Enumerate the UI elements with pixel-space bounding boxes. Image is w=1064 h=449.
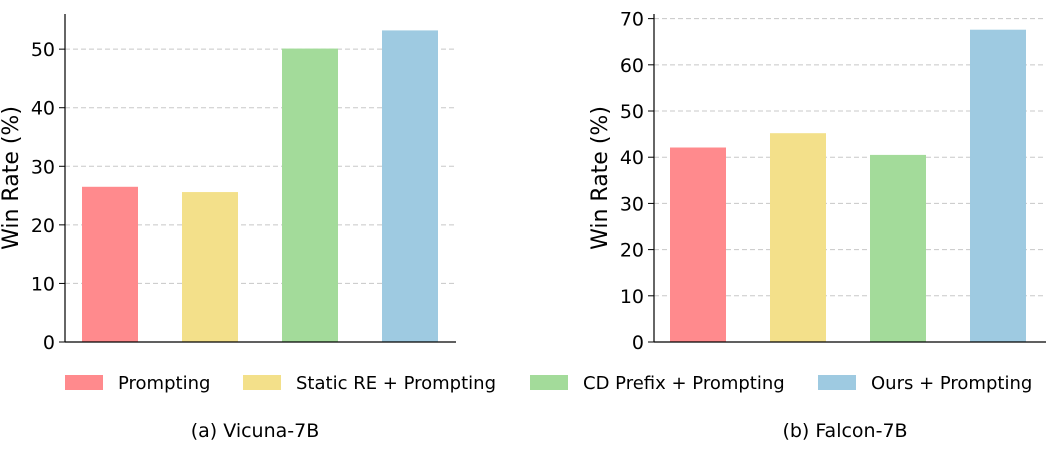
chart-panel-vicuna: 0 10 20 30 40 50 Win Rate (%) [0,14,456,354]
chart-legend: Prompting Static RE + Prompting CD Prefix … [65,373,1032,394]
bar-cd-prefix-prompting [282,48,338,343]
y-tick-label: 50 [31,39,55,61]
y-tick-label: 20 [620,240,644,262]
y-tick-label: 20 [31,215,55,237]
legend-label-ours-prompting: Ours + Prompting [871,373,1032,394]
legend-swatch-prompting [65,375,103,390]
y-tick-label: 10 [620,286,644,308]
y-tick-label: 70 [620,9,644,31]
y-tick-label: 60 [620,55,644,77]
y-tick-label: 40 [31,98,55,120]
y-tick-label: 0 [43,332,55,354]
bar-cd-prefix-prompting [870,154,926,342]
caption-falcon: (b) Falcon-7B [782,420,907,442]
bar-prompting [82,186,138,342]
y-tick-label: 30 [31,156,55,178]
legend-swatch-ours-prompting [818,375,856,390]
bar-ours-prompting [382,30,438,343]
y-tick-label: 50 [620,101,644,123]
y-tick-label: 30 [620,193,644,215]
y-tick-label: 40 [620,147,644,169]
legend-label-static-re-prompting: Static RE + Prompting [296,373,496,394]
bar-prompting [670,147,726,342]
bar-ours-prompting [970,29,1026,343]
y-axis-label: Win Rate (%) [588,106,613,250]
chart-panel-falcon: 0 10 20 30 40 50 60 70 Win Rate (%) [588,9,1046,354]
y-tick-label: 0 [632,332,644,354]
y-axis-label: Win Rate (%) [0,106,24,250]
caption-vicuna: (a) Vicuna-7B [191,420,320,442]
bar-static-re-prompting [770,133,826,342]
legend-swatch-static-re-prompting [243,375,281,390]
y-tick-label: 10 [31,273,55,295]
legend-label-cd-prefix-prompting: CD Prefix + Prompting [583,373,785,394]
legend-swatch-cd-prefix-prompting [530,375,568,390]
bar-static-re-prompting [182,192,238,342]
legend-label-prompting: Prompting [118,373,210,394]
